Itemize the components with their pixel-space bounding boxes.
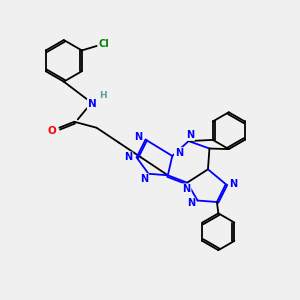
Text: N: N bbox=[175, 148, 183, 158]
Text: N: N bbox=[229, 179, 237, 189]
Text: N: N bbox=[140, 174, 148, 184]
Text: N: N bbox=[124, 152, 132, 162]
Text: N: N bbox=[187, 199, 195, 208]
Text: N: N bbox=[182, 184, 190, 194]
Text: Cl: Cl bbox=[99, 39, 110, 49]
Text: H: H bbox=[100, 91, 107, 100]
Text: N: N bbox=[186, 130, 194, 140]
Text: N: N bbox=[134, 132, 142, 142]
Text: N: N bbox=[88, 99, 96, 109]
Text: O: O bbox=[47, 126, 56, 136]
